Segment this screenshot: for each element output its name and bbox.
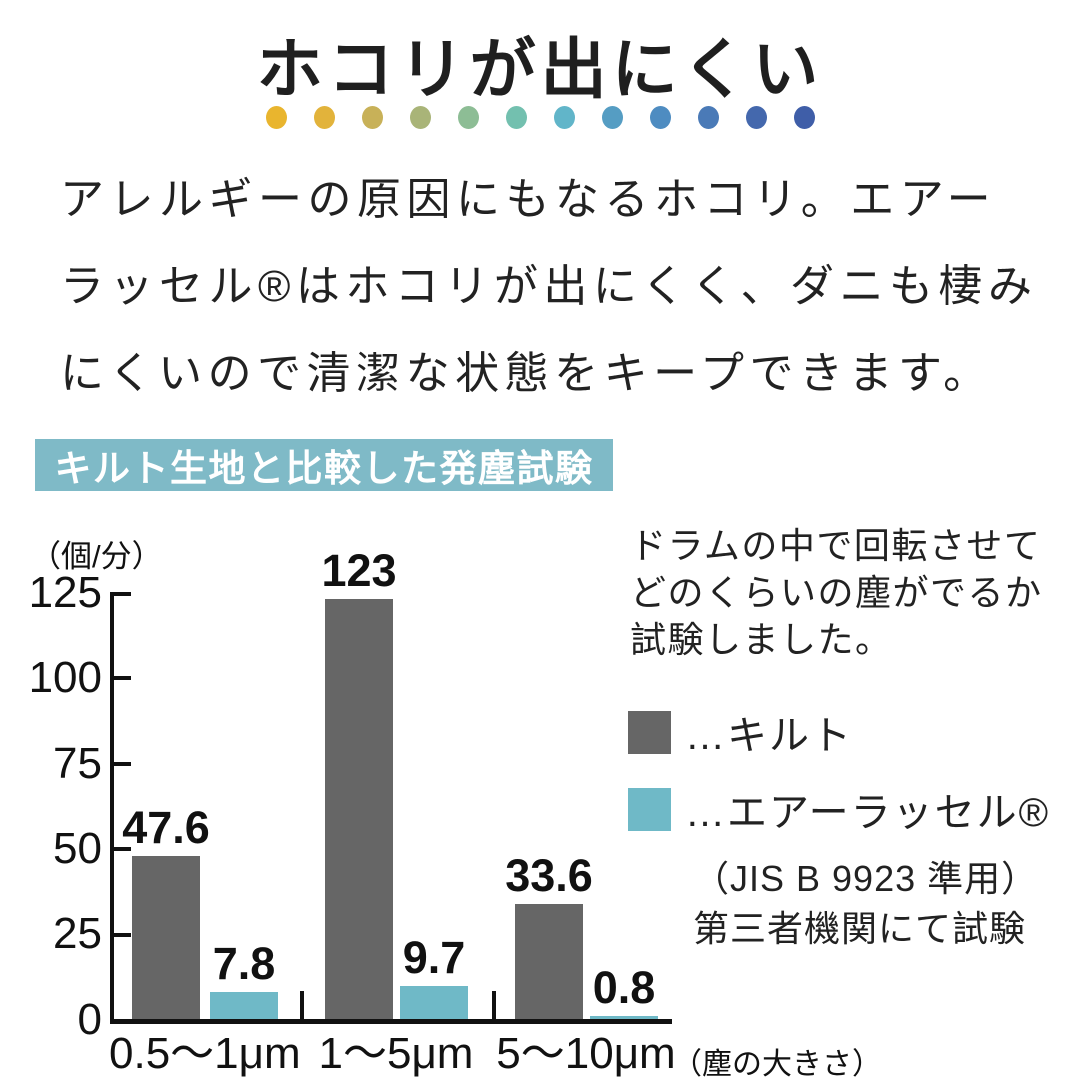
legend-label-quilt: …キルト [685, 714, 853, 758]
legend-swatch-quilt [628, 710, 671, 754]
x-axis-unit-label: （塵の大きさ） [672, 1048, 882, 1080]
x-axis-line [110, 1019, 672, 1024]
x-tick-mark-2 [492, 991, 496, 1019]
gradient-dot-9 [649, 106, 671, 129]
y-tick-125: 125 [28, 568, 102, 617]
bar-airrassel-0.5-1um: 7.8 [210, 938, 278, 1019]
y-tick-25: 25 [53, 909, 102, 958]
y-axis-line [110, 592, 114, 1024]
legend-row-airrassel: …エアーラッセル® [628, 780, 1050, 838]
gradient-dot-8 [601, 106, 623, 129]
legend-swatch-airrassel [628, 787, 671, 831]
section-badge: キルト生地と比較した発塵試験 [35, 439, 613, 491]
x-category-5-10um: 5〜10μm [496, 1029, 676, 1078]
description-line-3: 試験しました。 [630, 619, 893, 660]
bar-airrassel-5-10um: 0.8 [590, 962, 658, 1019]
x-category-1-5um: 1〜5μm [318, 1029, 474, 1078]
legend-row-quilt: …キルト [628, 703, 1050, 761]
description-line-1: ドラムの中で回転させて [630, 525, 1042, 566]
intro-line-2: ラッセル®はホコリが出にくく、ダニも棲み [60, 262, 1038, 311]
bar-value-label: 9.7 [402, 931, 466, 983]
gradient-dot-6 [505, 106, 527, 129]
gradient-dot-1 [265, 106, 287, 129]
y-tick-75: 75 [53, 739, 102, 788]
gradient-dot-2 [313, 106, 335, 129]
legend-label-airrassel: …エアーラッセル® [685, 791, 1051, 835]
y-tick-0: 0 [77, 995, 102, 1044]
gradient-dot-5 [457, 106, 479, 129]
gradient-dot-7 [553, 106, 575, 129]
gradient-dot-4 [409, 106, 431, 129]
y-axis-unit-label: （個/分） [30, 539, 163, 574]
test-description: ドラムの中で回転させて どのくらいの塵がでるか 試験しました。 [630, 522, 1043, 663]
page-title: ホコリが出にくい [256, 32, 824, 106]
y-tick-50: 50 [53, 824, 102, 873]
chart-legend: …キルト …エアーラッセル® [628, 703, 1050, 857]
gradient-dot-11 [745, 106, 767, 129]
note-line-2: 第三者機関にて試験 [693, 908, 1027, 949]
gradient-dot-10 [697, 106, 719, 129]
intro-paragraph: アレルギーの原因にもなるホコリ。エアー ラッセル®はホコリが出にくく、ダニも棲み… [60, 156, 1040, 417]
note-line-1: （JIS B 9923 準用） [693, 858, 1039, 899]
bar-value-label: 0.8 [592, 962, 656, 1013]
gradient-dot-3 [361, 106, 383, 129]
description-line-2: どのくらいの塵がでるか [630, 572, 1043, 613]
bar-airrassel-1-5um: 9.7 [400, 932, 468, 1019]
bar-value-label: 123 [321, 544, 397, 596]
y-tick-mark-50 [114, 847, 131, 851]
x-category-0.5-1um: 0.5〜1μm [109, 1029, 301, 1078]
y-tick-mark-125 [114, 592, 131, 596]
gradient-dots-row [0, 106, 1080, 129]
bar-value-label: 7.8 [212, 938, 276, 990]
y-tick-mark-25 [114, 933, 131, 937]
y-tick-100: 100 [28, 653, 102, 702]
plot-area: 47.6 7.8 123 9.7 33.6 0.8 [113, 545, 673, 1019]
bar-value-label: 33.6 [505, 850, 593, 902]
gradient-dot-12 [793, 106, 815, 129]
y-tick-mark-100 [114, 676, 131, 680]
test-note: （JIS B 9923 準用） 第三者機関にて試験 [693, 854, 1038, 954]
intro-line-3: にくいので清潔な状態をキープできます。 [60, 349, 993, 398]
y-tick-mark-75 [114, 762, 131, 766]
bar-value-label: 47.6 [122, 802, 210, 854]
x-tick-mark-1 [300, 991, 304, 1019]
bar-quilt-1-5um: 123 [321, 545, 397, 1019]
bar-quilt-0.5-1um: 47.6 [122, 802, 210, 1019]
intro-line-1: アレルギーの原因にもなるホコリ。エアー [60, 175, 997, 224]
bar-quilt-5-10um: 33.6 [505, 850, 593, 1019]
